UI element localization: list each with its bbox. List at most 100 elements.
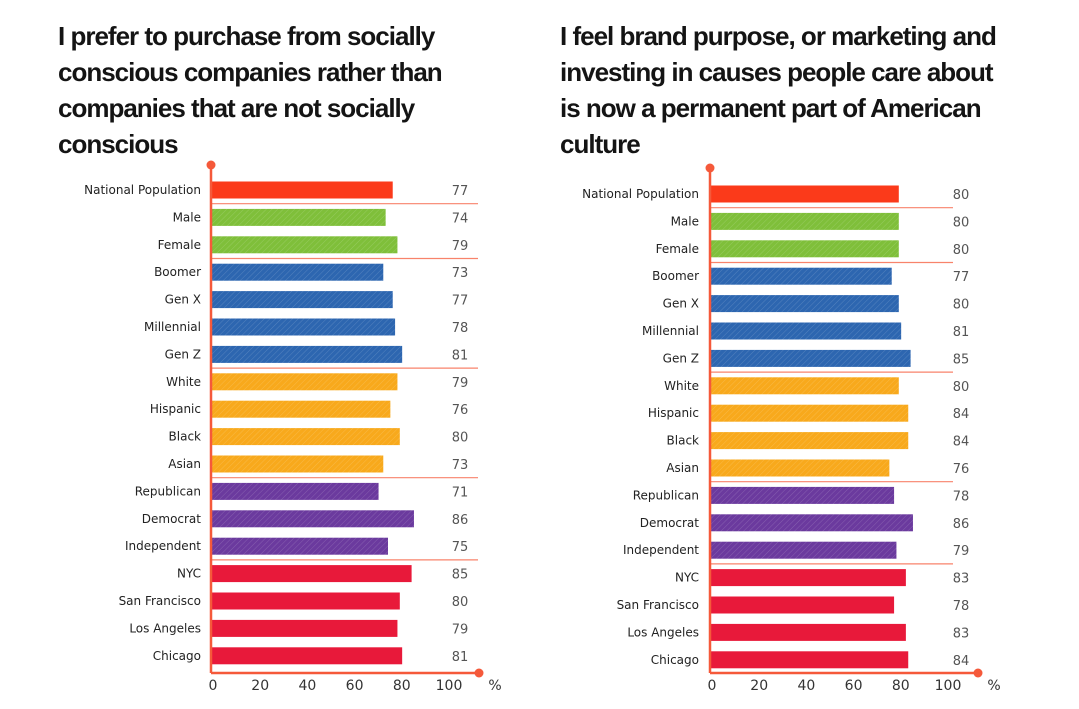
value-label: 86 xyxy=(452,513,469,528)
bar xyxy=(212,565,412,583)
bar xyxy=(711,541,897,559)
value-label: 80 xyxy=(953,188,970,203)
category-label: Democrat xyxy=(142,512,202,526)
chart-panel-left: I prefer to purchase from socially consc… xyxy=(0,0,539,709)
value-label: 81 xyxy=(953,325,970,340)
category-label: Asian xyxy=(666,461,699,475)
category-label: Millennial xyxy=(642,324,699,338)
bar xyxy=(711,322,902,340)
value-label: 73 xyxy=(452,266,469,281)
axis-endpoint xyxy=(474,668,484,678)
value-label: 80 xyxy=(452,431,469,446)
category-label: San Francisco xyxy=(617,598,699,612)
x-tick-label: 80 xyxy=(892,678,910,694)
value-label: 78 xyxy=(452,321,469,336)
bar xyxy=(711,267,892,285)
category-label: Independent xyxy=(623,543,699,557)
x-tick-label: 80 xyxy=(393,678,411,694)
x-tick-label: 100 xyxy=(935,678,962,694)
category-label: White xyxy=(166,375,201,389)
category-label: Republican xyxy=(135,484,201,498)
bar xyxy=(212,373,398,391)
category-label: Chicago xyxy=(153,649,201,663)
bar xyxy=(711,651,909,669)
x-tick-label: 0 xyxy=(708,678,717,694)
bar xyxy=(212,482,379,500)
bar xyxy=(212,291,393,309)
bar xyxy=(711,432,909,450)
x-tick-label: 40 xyxy=(298,678,316,694)
bar xyxy=(711,569,906,587)
value-label: 83 xyxy=(953,572,970,587)
bar xyxy=(711,459,890,477)
value-label: 80 xyxy=(953,380,970,395)
value-label: 79 xyxy=(452,622,469,637)
value-label: 80 xyxy=(953,298,970,313)
category-label: Independent xyxy=(125,539,201,553)
category-label: Millennial xyxy=(144,320,201,334)
value-label: 84 xyxy=(953,435,970,450)
category-label: Black xyxy=(667,434,700,448)
bar-chart: National Population 77 Male 74 Female 79 Boome… xyxy=(84,160,502,694)
value-label: 78 xyxy=(953,599,970,614)
category-label: NYC xyxy=(675,571,699,585)
x-tick-label: 20 xyxy=(750,678,768,694)
value-label: 81 xyxy=(452,348,469,363)
bar-chart: National Population 80 Male 80 Female 80 Boome… xyxy=(582,163,1001,694)
bar xyxy=(711,404,909,422)
bar xyxy=(711,185,899,203)
bar xyxy=(212,181,393,199)
value-label: 77 xyxy=(452,294,469,309)
bar xyxy=(711,377,899,395)
chart-title: I prefer to purchase from socially consc… xyxy=(58,21,443,159)
value-label: 84 xyxy=(953,407,970,422)
value-label: 71 xyxy=(452,485,469,500)
category-label: Los Angeles xyxy=(129,621,201,635)
category-label: Male xyxy=(173,210,201,224)
bar xyxy=(212,510,414,528)
category-label: San Francisco xyxy=(119,594,201,608)
value-label: 74 xyxy=(452,211,469,226)
bar xyxy=(711,623,906,641)
category-label: Female xyxy=(158,238,201,252)
value-label: 77 xyxy=(953,270,970,285)
category-label: Boomer xyxy=(652,269,699,283)
x-tick-label: 20 xyxy=(251,678,269,694)
bar xyxy=(212,318,396,336)
bar xyxy=(711,212,899,230)
bar xyxy=(212,619,398,637)
value-label: 79 xyxy=(953,544,970,559)
value-label: 80 xyxy=(953,215,970,230)
category-label: Chicago xyxy=(651,653,699,667)
x-unit-label: % xyxy=(488,678,501,694)
category-label: Gen X xyxy=(165,293,201,307)
bar xyxy=(212,400,391,418)
bar xyxy=(212,345,403,363)
category-label: Los Angeles xyxy=(627,625,699,639)
bar xyxy=(212,236,398,254)
bar xyxy=(711,486,895,504)
chart-title: I feel brand purpose, or marketing and i… xyxy=(560,21,997,159)
value-label: 76 xyxy=(452,403,469,418)
value-label: 80 xyxy=(953,243,970,258)
value-label: 83 xyxy=(953,626,970,641)
category-label: Boomer xyxy=(154,265,201,279)
bar xyxy=(212,592,400,610)
category-label: Black xyxy=(169,430,202,444)
value-label: 76 xyxy=(953,462,970,477)
value-label: 73 xyxy=(452,458,469,473)
bar xyxy=(212,537,388,555)
value-label: 86 xyxy=(953,517,970,532)
category-label: National Population xyxy=(582,187,699,201)
bar xyxy=(711,596,895,614)
value-label: 79 xyxy=(452,376,469,391)
bar xyxy=(711,349,911,367)
x-tick-label: 100 xyxy=(436,678,463,694)
bar xyxy=(212,263,384,281)
category-label: Female xyxy=(656,242,699,256)
x-tick-label: 60 xyxy=(845,678,863,694)
x-tick-label: 60 xyxy=(346,678,364,694)
value-label: 85 xyxy=(452,568,469,583)
category-label: Gen Z xyxy=(165,347,201,361)
category-label: Republican xyxy=(633,488,699,502)
